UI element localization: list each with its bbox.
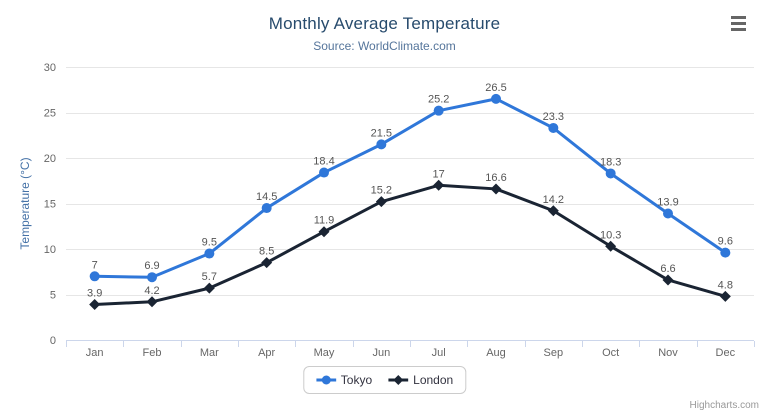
x-tick-label: Dec bbox=[716, 347, 736, 359]
london-series-icon bbox=[388, 375, 409, 385]
x-tick-label: Feb bbox=[143, 347, 162, 359]
marker-london-apr[interactable] bbox=[261, 257, 273, 269]
data-label-london: 4.8 bbox=[718, 279, 733, 291]
context-menu-button[interactable] bbox=[730, 15, 747, 32]
y-tick-label: 0 bbox=[50, 335, 56, 347]
data-label-tokyo: 21.5 bbox=[371, 127, 392, 139]
x-tick-label: Aug bbox=[486, 347, 506, 359]
data-label-tokyo: 25.2 bbox=[428, 94, 449, 106]
marker-tokyo-may[interactable] bbox=[319, 167, 329, 178]
y-tick-label: 30 bbox=[44, 62, 56, 74]
credits-link[interactable]: Highcharts.com bbox=[689, 400, 759, 411]
series-line-tokyo bbox=[93, 97, 727, 279]
marker-tokyo-feb[interactable] bbox=[147, 272, 157, 283]
hamburger-icon bbox=[731, 22, 746, 25]
marker-london-jan[interactable] bbox=[89, 299, 101, 311]
x-tick-label: Jul bbox=[432, 347, 446, 359]
data-label-london: 16.6 bbox=[485, 172, 506, 184]
x-tick-label: Mar bbox=[200, 347, 219, 359]
marker-london-sep[interactable] bbox=[547, 205, 559, 217]
data-label-tokyo: 26.5 bbox=[485, 82, 506, 94]
data-label-tokyo: 18.4 bbox=[313, 156, 334, 168]
legend: Tokyo London bbox=[302, 366, 467, 394]
marker-london-mar[interactable] bbox=[203, 282, 215, 294]
data-label-london: 3.9 bbox=[87, 288, 102, 300]
data-label-tokyo: 23.3 bbox=[543, 111, 564, 123]
marker-tokyo-jan[interactable] bbox=[89, 271, 100, 282]
data-label-tokyo: 18.3 bbox=[600, 156, 621, 168]
y-tick-label: 5 bbox=[50, 290, 56, 302]
marker-london-feb[interactable] bbox=[146, 296, 158, 308]
marker-london-dec[interactable] bbox=[719, 290, 731, 302]
x-tick-label: May bbox=[314, 347, 335, 359]
data-label-tokyo: 13.9 bbox=[657, 197, 678, 209]
tokyo-series-icon bbox=[315, 375, 336, 385]
marker-tokyo-mar[interactable] bbox=[204, 248, 215, 259]
chart-title: Monthly Average Temperature bbox=[268, 14, 501, 33]
data-label-tokyo: 14.5 bbox=[256, 191, 277, 203]
marker-tokyo-sep[interactable] bbox=[548, 122, 559, 133]
marker-london-jul[interactable] bbox=[433, 179, 445, 191]
marker-tokyo-jul[interactable] bbox=[433, 105, 444, 116]
data-label-london: 10.3 bbox=[600, 229, 621, 241]
y-tick-label: 25 bbox=[44, 108, 56, 120]
chart-subtitle: Source: WorldClimate.com bbox=[313, 39, 456, 53]
data-label-tokyo: 7 bbox=[92, 259, 98, 271]
data-label-tokyo: 9.5 bbox=[202, 237, 217, 249]
data-label-tokyo: 9.6 bbox=[718, 236, 733, 248]
legend-label-london: London bbox=[413, 373, 454, 387]
data-label-london: 14.2 bbox=[543, 194, 564, 206]
marker-tokyo-jun[interactable] bbox=[376, 139, 387, 150]
marker-tokyo-oct[interactable] bbox=[605, 168, 616, 179]
marker-tokyo-aug[interactable] bbox=[491, 93, 501, 104]
data-label-london: 5.7 bbox=[202, 271, 217, 283]
series-line-london bbox=[93, 183, 727, 307]
legend-item-london[interactable]: London bbox=[388, 373, 453, 387]
marker-tokyo-nov[interactable] bbox=[663, 208, 673, 219]
x-tick-label: Jun bbox=[372, 347, 390, 359]
y-tick-label: 15 bbox=[44, 199, 56, 211]
y-tick-label: 20 bbox=[44, 153, 56, 165]
marker-london-nov[interactable] bbox=[662, 274, 674, 286]
x-tick-label: Jan bbox=[86, 347, 104, 359]
data-label-london: 17 bbox=[433, 168, 445, 180]
marker-london-oct[interactable] bbox=[605, 240, 617, 252]
marker-london-may[interactable] bbox=[318, 226, 330, 238]
marker-london-jun[interactable] bbox=[375, 196, 387, 208]
data-label-london: 8.5 bbox=[259, 246, 274, 258]
hamburger-icon bbox=[731, 28, 746, 31]
legend-label-tokyo: Tokyo bbox=[340, 373, 373, 387]
marker-tokyo-dec[interactable] bbox=[720, 247, 731, 258]
hamburger-icon bbox=[731, 16, 746, 19]
y-tick-label: 10 bbox=[44, 244, 56, 256]
data-label-london: 15.2 bbox=[371, 185, 392, 197]
data-label-london: 4.2 bbox=[144, 285, 159, 297]
x-tick-label: Oct bbox=[602, 347, 619, 359]
legend-item-tokyo[interactable]: Tokyo bbox=[315, 373, 373, 387]
data-label-tokyo: 6.9 bbox=[144, 260, 159, 272]
marker-london-aug[interactable] bbox=[490, 183, 502, 195]
y-axis-title: Temperature (°C) bbox=[18, 157, 32, 249]
data-label-london: 6.6 bbox=[660, 263, 675, 275]
x-tick-label: Nov bbox=[658, 347, 678, 359]
marker-tokyo-apr[interactable] bbox=[261, 203, 272, 214]
x-tick-label: Sep bbox=[544, 347, 564, 359]
data-label-london: 11.9 bbox=[314, 215, 335, 227]
x-tick-label: Apr bbox=[258, 347, 275, 359]
